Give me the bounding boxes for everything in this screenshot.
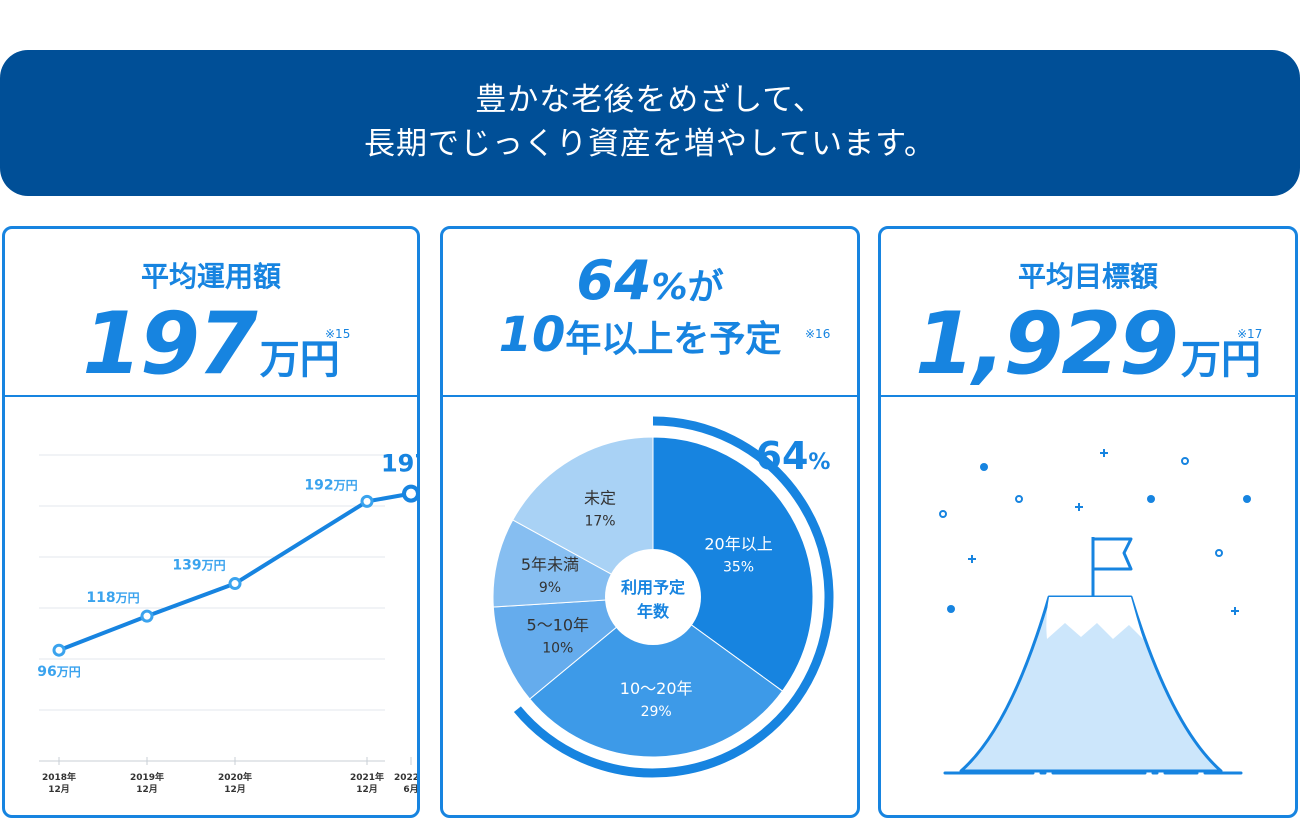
slice-label: 未定	[584, 488, 616, 507]
slice-label: 5〜10年	[527, 616, 590, 635]
data-label-unit: 万円	[115, 591, 140, 605]
usage-years-second-row: 10年以上を予定	[443, 307, 857, 363]
data-point	[360, 494, 374, 508]
pie-slice	[652, 436, 814, 692]
mountain-illustration	[939, 449, 1251, 775]
sky-sparkles	[939, 449, 1251, 615]
x-tick-label-month: 12月	[224, 784, 246, 795]
highlight-sign: %	[808, 450, 830, 475]
target-amount-card: 平均目標額 1,929 万円 ※17	[878, 226, 1298, 818]
average-balance-label: 平均運用額	[140, 260, 281, 293]
x-tick-label-month: 6月	[403, 784, 417, 795]
highlight-number: 64	[756, 434, 809, 478]
target-amount-value-row: 1,929 万円	[881, 299, 1295, 389]
slice-percent: 29%	[641, 704, 672, 720]
target-amount-value: 1,929	[914, 294, 1179, 394]
target-amount-unit: 万円	[1181, 337, 1262, 383]
data-label-unit: 万円	[56, 665, 81, 679]
data-label: 96万円	[37, 664, 81, 680]
usage-years-pie-chart: 20年以上 35% 10〜20年 29% 5〜10年 10% 5年未満 9% 未定 17% 利用予定…	[492, 416, 834, 778]
x-tick-label-year: 2019年	[130, 771, 164, 783]
average-balance-note: ※15	[325, 327, 351, 341]
slice-label: 10〜20年	[620, 679, 693, 698]
x-tick-label-year: 2021年	[350, 771, 384, 783]
usage-years-ga: が	[687, 267, 724, 308]
flag-icon	[1091, 537, 1133, 571]
usage-years-card: 64%が 10年以上を予定 ※16 20年以上 35% 10〜20年 29% 5〜10年…	[440, 226, 860, 818]
x-tick-label-month: 12月	[136, 784, 158, 795]
data-point	[52, 643, 66, 657]
target-amount-label: 平均目標額	[1017, 260, 1158, 293]
usage-years-lead-row: 64%が	[443, 249, 857, 312]
data-label: 139万円	[172, 558, 225, 574]
pie-slice	[512, 436, 654, 598]
usage-years-note: ※16	[805, 327, 831, 341]
slice-percent: 9%	[539, 580, 561, 596]
slice-percent: 10%	[542, 641, 573, 657]
data-label-number: 192	[304, 477, 333, 493]
usage-years-text: 年以上を予定	[565, 319, 782, 360]
balance-line-chart: 96万円2018年12月118万円2019年12月139万円2020年12月19…	[37, 450, 417, 795]
target-amount-note: ※17	[1237, 327, 1263, 341]
highlight-arc	[513, 416, 834, 778]
data-point	[402, 484, 417, 503]
x-tick-label-month: 12月	[48, 784, 70, 795]
x-tick-label-year: 2022年	[394, 771, 417, 783]
average-balance-unit: 万円	[259, 337, 340, 383]
card1-divider	[5, 395, 417, 397]
data-label-number: 139	[172, 558, 201, 574]
data-label-number: 96	[37, 664, 56, 680]
data-label-number: 197	[381, 450, 417, 478]
usage-years-ten: 10	[498, 307, 566, 363]
slice-label: 20年以上	[704, 534, 772, 553]
x-tick-label-year: 2020年	[218, 771, 252, 783]
average-balance-value-row: 197 万円	[5, 299, 417, 389]
slice-percent: 17%	[584, 513, 615, 529]
center-label-line2: 年数	[637, 602, 670, 621]
series-line	[58, 491, 412, 653]
data-label-unit: 万円	[201, 559, 226, 573]
card3-divider	[881, 395, 1295, 397]
usage-years-percent-sign: %	[651, 267, 688, 308]
slice-percent: 35%	[723, 559, 754, 575]
x-tick-label-month: 12月	[356, 784, 378, 795]
headline-line-2: 長期でじっくり資産を増やしています。	[364, 126, 936, 162]
headline-line-1: 豊かな老後をめざして、	[475, 82, 825, 118]
data-label: 118万円	[86, 590, 139, 606]
headline-banner: 豊かな老後をめざして、 長期でじっくり資産を増やしています。	[0, 50, 1300, 196]
data-label-number: 118	[86, 590, 115, 606]
average-balance-card: 平均運用額 197 万円 ※15 96万円 2018年 12月 118万円 2019年 12…	[2, 226, 420, 818]
data-point	[140, 609, 154, 623]
average-balance-value: 197	[82, 294, 258, 394]
center-label-line1: 利用予定	[621, 578, 685, 597]
mountain-snow	[1046, 597, 1143, 639]
x-tick-label-year: 2018年	[42, 771, 76, 783]
highlight-label: 64%	[756, 434, 831, 478]
card2-divider	[443, 395, 857, 397]
data-label: 192万円	[304, 477, 357, 493]
data-point	[228, 577, 242, 591]
data-label-unit: 万円	[333, 478, 358, 492]
pie-center	[605, 549, 701, 645]
slice-label: 5年未満	[521, 555, 579, 574]
pie-slice	[529, 596, 784, 758]
usage-years-percent: 64	[576, 249, 652, 312]
